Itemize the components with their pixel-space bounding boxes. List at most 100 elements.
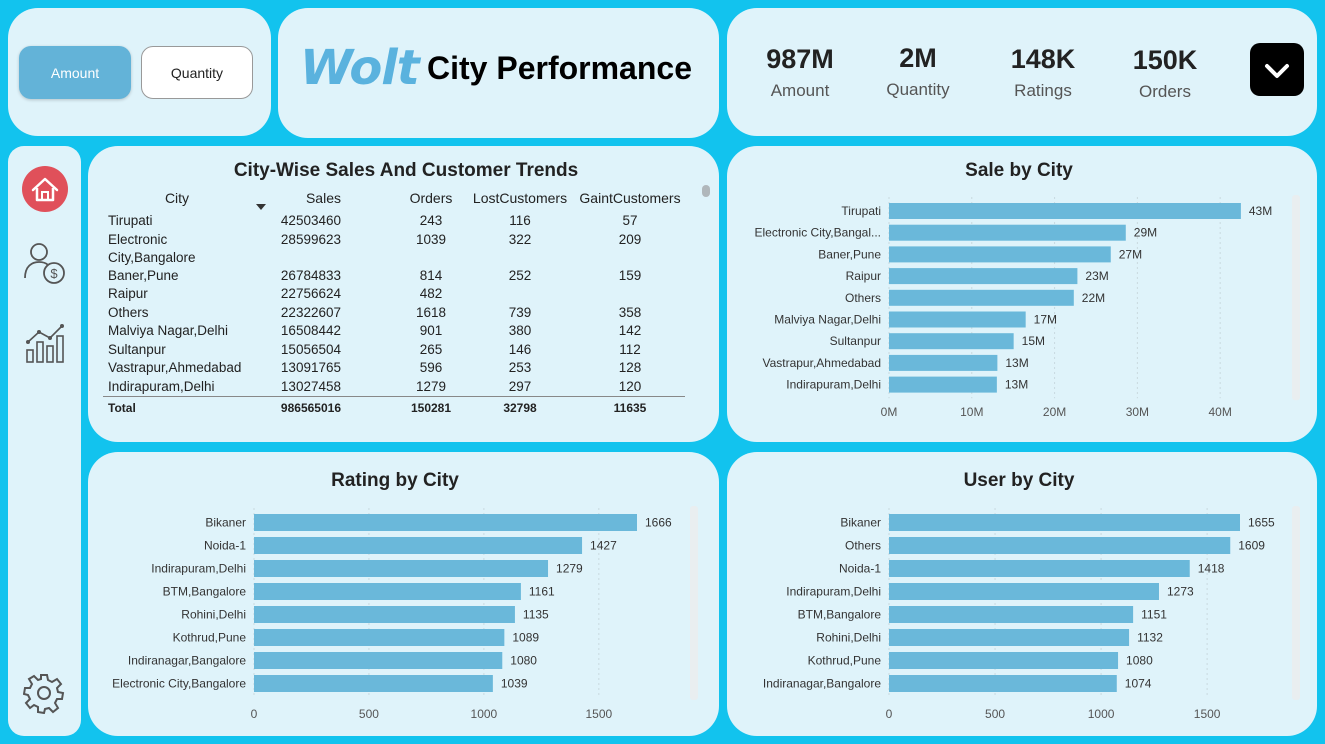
user-money-icon: $ (24, 243, 65, 284)
column-header-lostcustomers[interactable]: LostCustomers (472, 190, 568, 206)
category-label: Tirupati (841, 204, 881, 218)
table-row[interactable]: Indirapuram,Delhi 13027458 1279 297 120 (103, 378, 685, 397)
bar[interactable] (889, 537, 1231, 554)
table-row[interactable]: Others 22322607 1618 739 358 (103, 304, 685, 323)
cell-orders: 1039 (415, 231, 447, 247)
bar[interactable] (254, 606, 515, 623)
category-label: Noida-1 (839, 562, 881, 576)
table-scrollbar[interactable] (702, 185, 710, 197)
bar[interactable] (889, 675, 1117, 692)
data-label: 1279 (556, 562, 583, 576)
settings-button[interactable] (22, 672, 65, 715)
bar[interactable] (889, 246, 1111, 263)
amount-button[interactable]: Amount (19, 46, 131, 99)
rating-by-city-chart: 0 500 1000 1500 Bikaner 1666 Noida-1 1427 Indira… (112, 506, 698, 721)
quantity-button[interactable]: Quantity (141, 46, 253, 99)
table-row[interactable]: Electronic City,Bangalore 28599623 1039 322… (103, 231, 685, 267)
x-tick-label: 40M (1208, 405, 1231, 419)
bar[interactable] (889, 560, 1190, 577)
chart-scrollbar[interactable] (1292, 506, 1300, 700)
bar[interactable] (889, 333, 1014, 350)
kpi-label: Orders (1139, 82, 1191, 101)
cell-gaintcustomers: 57 (622, 213, 638, 228)
sidebar (8, 146, 81, 736)
chart-scrollbar[interactable] (690, 506, 698, 700)
bar[interactable] (254, 629, 505, 646)
data-label: 17M (1034, 313, 1057, 327)
bar[interactable] (254, 537, 583, 554)
column-header-sales[interactable]: Sales (305, 190, 341, 206)
cell-orders: 482 (419, 286, 443, 301)
bar[interactable] (254, 675, 493, 692)
x-tick-label: 10M (960, 405, 983, 419)
chart-scrollbar[interactable] (1292, 195, 1300, 401)
bar[interactable] (889, 224, 1126, 241)
kpi-orders: 150K Orders (1110, 45, 1220, 102)
page-title: City Performance (427, 50, 692, 86)
table-title: City-Wise Sales And Customer Trends (233, 160, 579, 181)
analytics-chart-icon (26, 324, 64, 363)
bar[interactable] (254, 583, 521, 600)
bar[interactable] (889, 629, 1130, 646)
category-label: Others (845, 539, 881, 553)
category-label: Noida-1 (204, 539, 246, 553)
home-button[interactable] (22, 166, 68, 212)
category-label: BTM,Bangalore (798, 608, 882, 622)
table-row[interactable]: Malviya Nagar,Delhi 16508442 901 380 142 (103, 322, 685, 341)
cell-lostcustomers: 253 (508, 360, 532, 375)
bar[interactable] (889, 289, 1074, 306)
table-row[interactable]: Baner,Pune 26784833 814 252 159 (103, 267, 685, 286)
bar[interactable] (889, 311, 1026, 328)
data-label: 1151 (1141, 608, 1167, 622)
cell-gaintcustomers (575, 285, 685, 304)
x-tick-label: 500 (985, 707, 1005, 721)
bar[interactable] (889, 606, 1134, 623)
bar[interactable] (889, 376, 997, 393)
table-row[interactable]: Sultanpur 15056504 265 146 112 (103, 341, 685, 360)
column-header-gaintcustomers[interactable]: GaintCustomers (579, 190, 681, 206)
cell-orders: 901 (419, 323, 443, 338)
customers-button[interactable]: $ (22, 240, 68, 288)
bar[interactable] (254, 514, 637, 531)
bar[interactable] (254, 560, 549, 577)
cell-sales: 16508442 (280, 323, 341, 338)
dropdown-button[interactable] (1250, 43, 1304, 96)
cell-lostcustomers: 739 (508, 304, 532, 320)
sort-descending-icon[interactable] (255, 203, 267, 211)
kpi-label: Quantity (886, 80, 950, 99)
category-label: Indiranagar,Bangalore (763, 677, 881, 691)
x-tick-label: 30M (1126, 405, 1149, 419)
cell-sales: 13027458 (280, 378, 341, 394)
bar[interactable] (889, 514, 1240, 531)
table-row[interactable]: Tirupati 42503460 243 116 57 (103, 212, 685, 231)
column-header-city[interactable]: City (164, 190, 190, 206)
data-label: 1080 (510, 654, 537, 668)
cell-orders: 243 (419, 213, 443, 228)
bar[interactable] (889, 268, 1078, 285)
cell-lostcustomers: 380 (508, 323, 532, 338)
data-label: 1427 (590, 539, 617, 553)
bar[interactable] (889, 354, 998, 371)
category-label: Kothrud,Pune (808, 654, 882, 668)
cell-lostcustomers (465, 285, 575, 304)
user-chart-title: User by City (963, 470, 1075, 491)
bar[interactable] (889, 652, 1119, 669)
category-label: Bikaner (840, 516, 881, 530)
x-tick-label: 500 (359, 707, 379, 721)
data-label: 1655 (1248, 516, 1275, 530)
kpi-label: Ratings (1014, 81, 1072, 100)
bar[interactable] (889, 583, 1159, 600)
table-row[interactable]: Vastrapur,Ahmedabad 13091765 596 253 128 (103, 359, 685, 378)
analytics-button[interactable] (24, 320, 68, 364)
total-label: Total (108, 400, 136, 415)
kpi-quantity: 2M Quantity (863, 43, 973, 100)
cell-gaintcustomers: 358 (618, 304, 642, 320)
data-label: 15M (1022, 334, 1045, 348)
table-row[interactable]: Raipur 22756624 482 (103, 285, 685, 304)
column-header-orders[interactable]: Orders (409, 190, 453, 206)
cell-city: Sultanpur (108, 341, 166, 357)
bar[interactable] (254, 652, 503, 669)
bar[interactable] (889, 203, 1241, 219)
category-label: Vastrapur,Ahmedabad (762, 356, 881, 370)
data-label: 13M (1005, 356, 1028, 370)
